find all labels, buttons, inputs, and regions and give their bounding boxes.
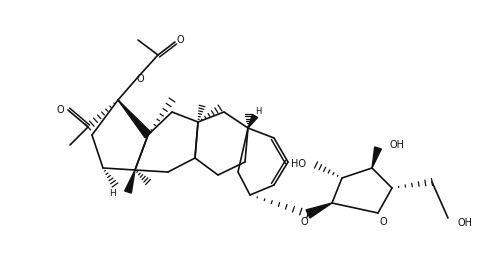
Polygon shape: [118, 100, 151, 138]
Text: HO: HO: [291, 159, 306, 169]
Text: H: H: [110, 189, 116, 197]
Text: O: O: [176, 35, 184, 45]
Polygon shape: [248, 115, 258, 128]
Text: O: O: [300, 217, 308, 227]
Polygon shape: [124, 170, 135, 193]
Text: OH: OH: [390, 140, 405, 150]
Text: O: O: [379, 217, 387, 227]
Text: O: O: [56, 105, 64, 115]
Text: H: H: [255, 107, 261, 115]
Polygon shape: [372, 147, 381, 168]
Text: O: O: [136, 74, 144, 84]
Text: OH: OH: [458, 218, 473, 228]
Polygon shape: [306, 203, 332, 218]
